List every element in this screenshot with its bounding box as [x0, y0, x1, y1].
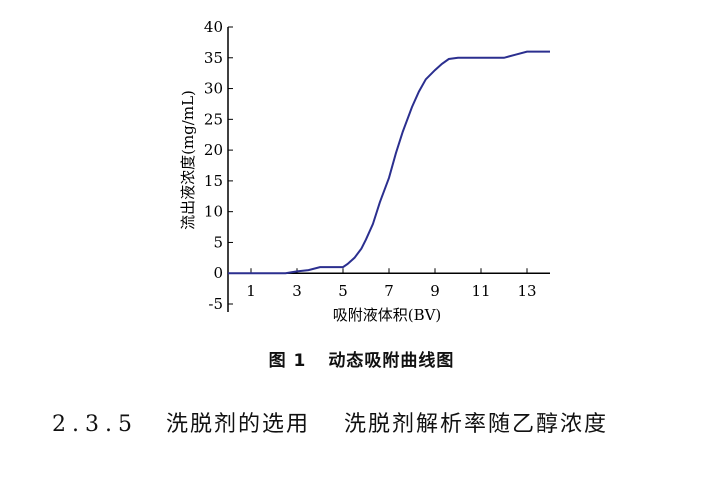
section-heading: 洗脱剂的选用 [165, 412, 310, 437]
x-tick-label: 11 [471, 282, 490, 300]
x-tick-label: 3 [292, 282, 302, 300]
y-tick-label: 40 [204, 18, 223, 36]
y-tick-label: 15 [204, 172, 223, 190]
y-tick-label: 20 [204, 141, 223, 159]
x-axis-label: 吸附液体积(BV) [333, 306, 442, 324]
y-tick-label: -5 [208, 295, 223, 313]
figure-title: 动态吸附曲线图 [328, 351, 455, 371]
y-tick-label: 25 [204, 110, 223, 128]
x-tick-label: 13 [517, 282, 536, 300]
section-number: 2.3.5 [52, 412, 138, 437]
y-tick-label: 30 [204, 80, 223, 98]
body-text-line: 2.3.5 洗脱剂的选用 洗脱剂解析率随乙醇浓度 [52, 406, 608, 438]
x-tick-label: 5 [338, 282, 348, 300]
figure-caption: 图 1 动态吸附曲线图 [0, 346, 723, 371]
x-tick-label: 1 [246, 282, 256, 300]
y-tick-label: 10 [204, 203, 223, 221]
x-tick-label: 9 [430, 282, 440, 300]
y-tick-label: 5 [213, 233, 223, 251]
y-tick-label: 35 [204, 49, 223, 67]
x-tick-label: 7 [384, 282, 394, 300]
y-axis-label: 流出液浓度(mg/mL) [179, 90, 197, 230]
body-sentence: 洗脱剂解析率随乙醇浓度 [344, 412, 609, 437]
series-line [228, 50, 550, 275]
y-tick-label: 0 [213, 264, 223, 282]
figure-number: 图 1 [268, 351, 307, 371]
